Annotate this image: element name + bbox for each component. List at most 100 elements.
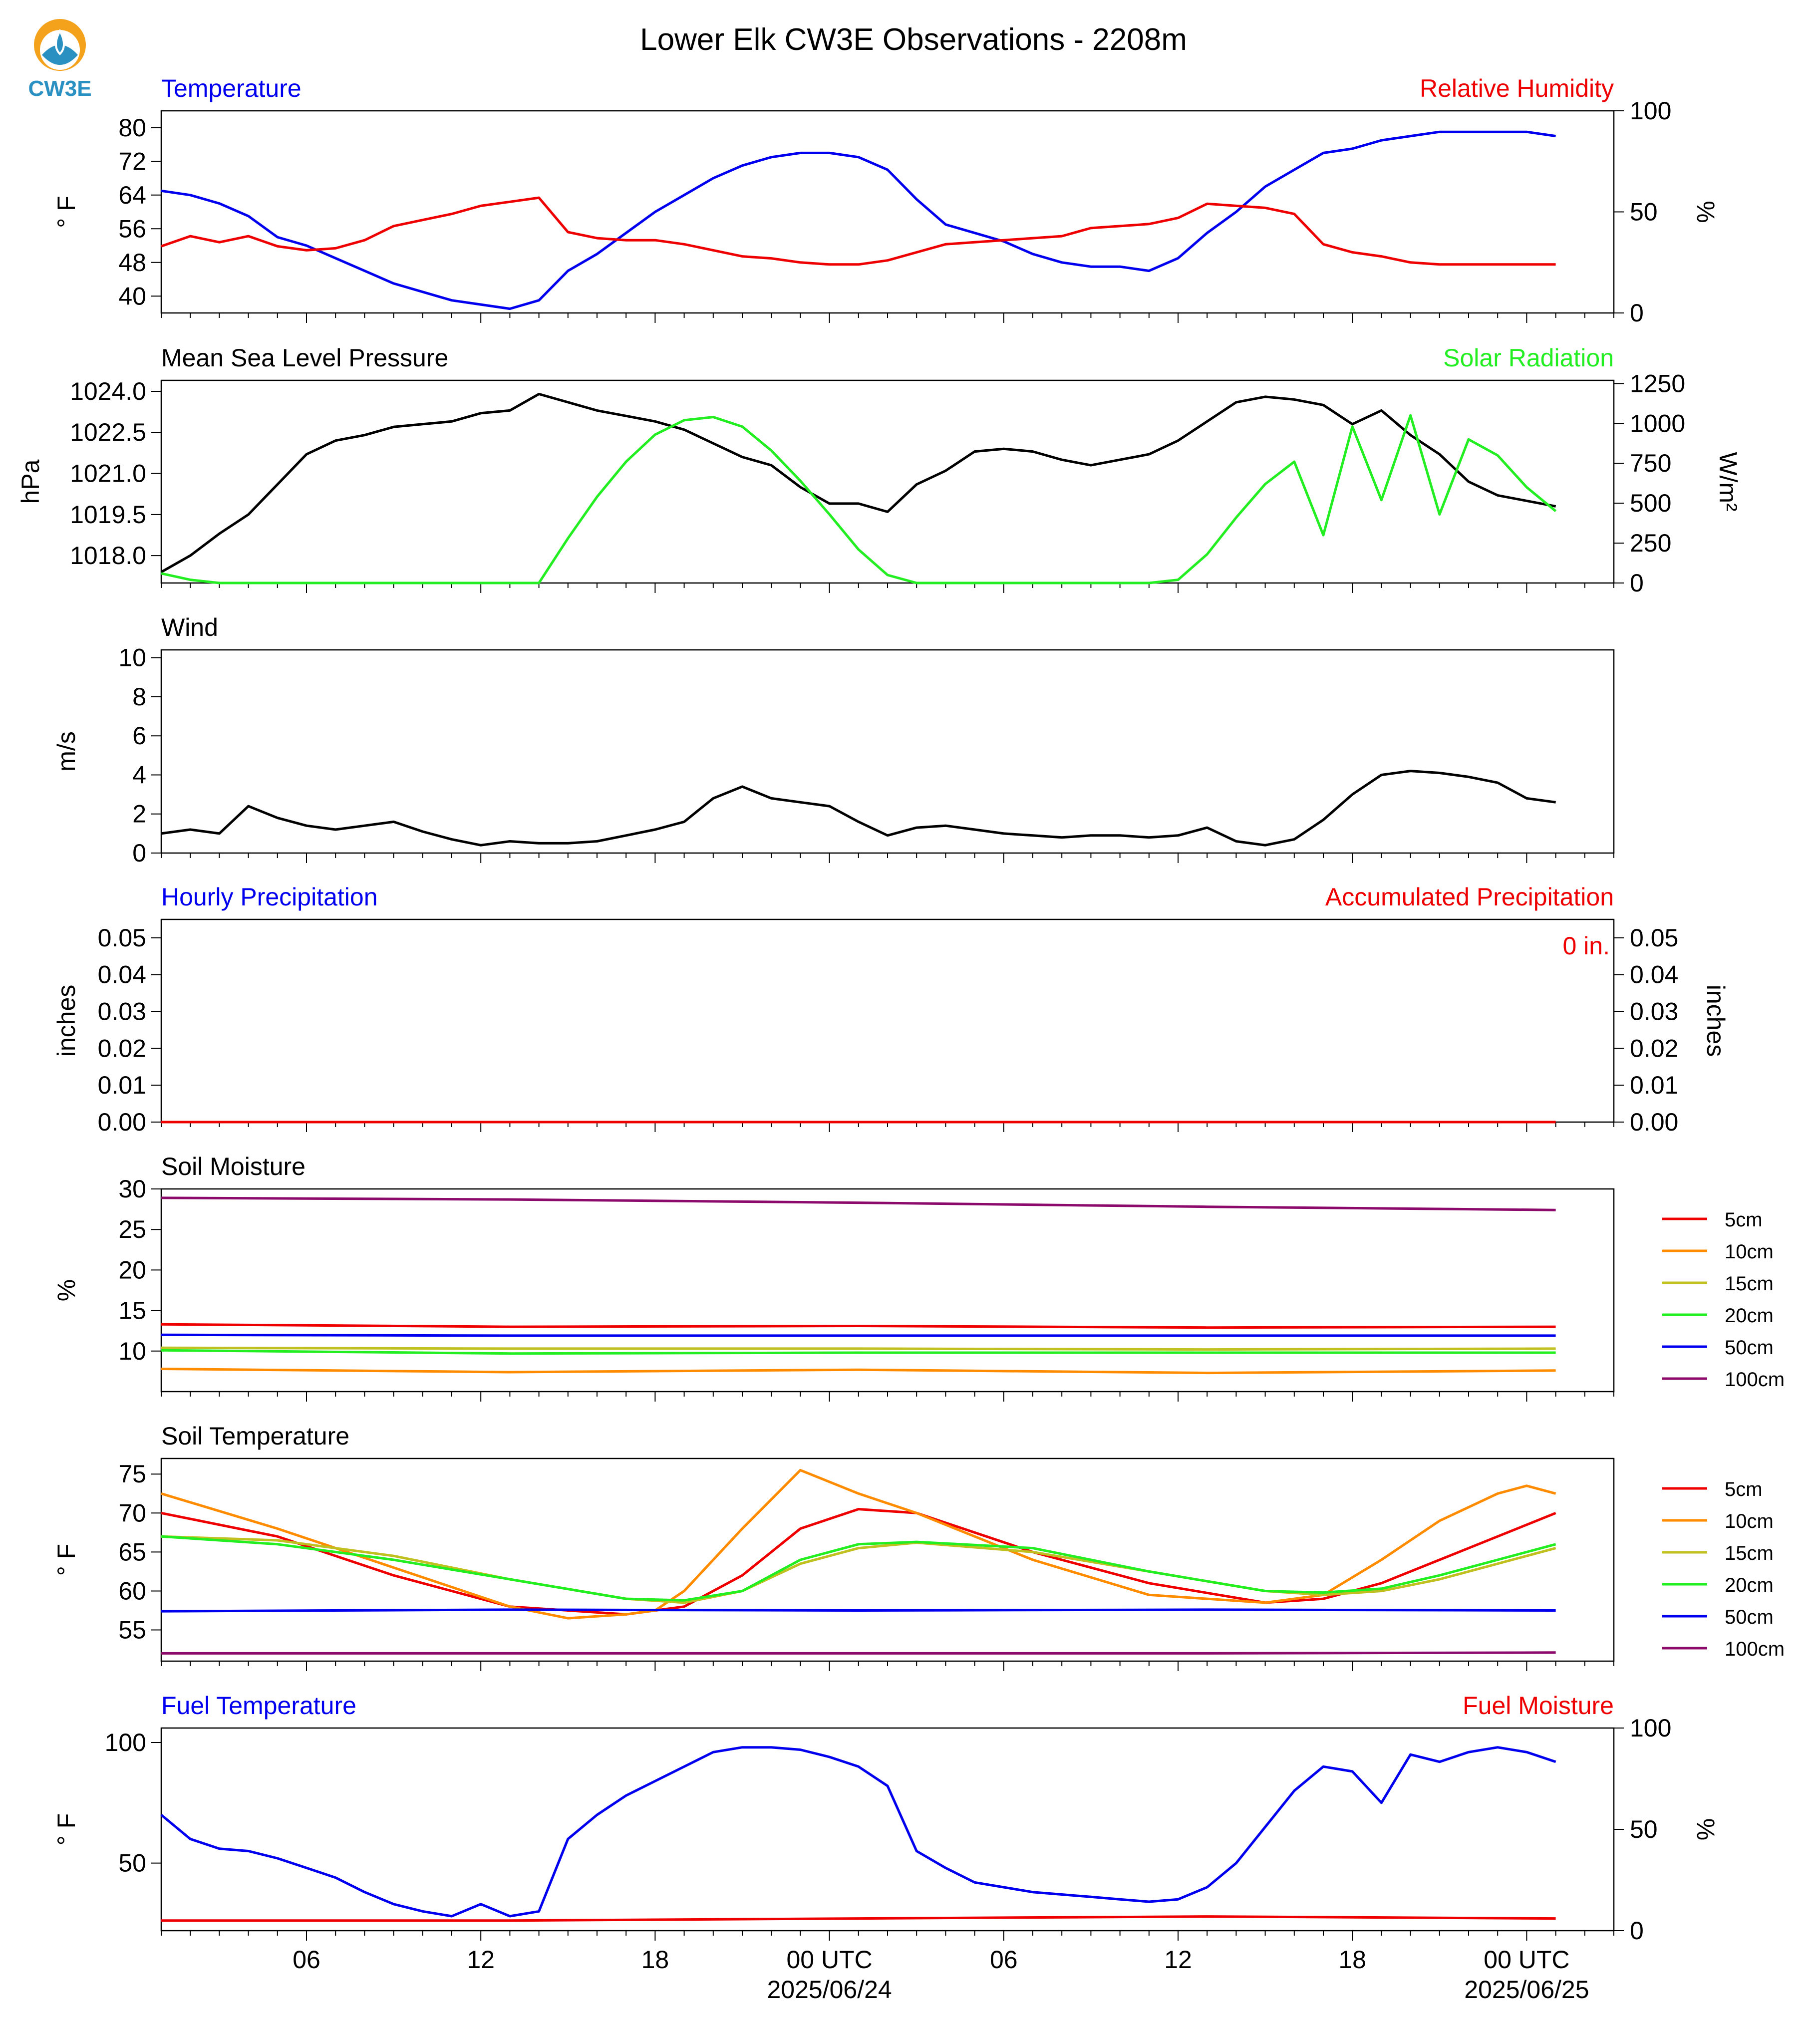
y-tick-label: 4 xyxy=(132,761,146,789)
x-tick-label: 18 xyxy=(641,1946,669,1974)
panel-precipitation: Hourly Precipitation Accumulated Precipit… xyxy=(52,883,1730,1136)
series-line-50cm xyxy=(161,1333,1556,1337)
panel-title-right: Solar Radiation xyxy=(1443,344,1614,372)
series-line-15cm xyxy=(161,1535,1556,1604)
y-right-tick-label: 250 xyxy=(1630,529,1671,557)
y-tick-label: 10 xyxy=(118,1337,146,1365)
legend-label: 10cm xyxy=(1725,1510,1774,1532)
y-right-axis-label: inches xyxy=(1702,985,1730,1057)
page-title: Lower Elk CW3E Observations - 2208m xyxy=(640,22,1187,57)
y-right-tick-label: 750 xyxy=(1630,449,1671,477)
y-tick-label: 15 xyxy=(118,1297,146,1325)
panel-title-right: Relative Humidity xyxy=(1420,74,1614,102)
series-line-15cm xyxy=(161,1346,1556,1351)
y-tick-label: 0.02 xyxy=(98,1034,146,1062)
panel-title-left: Temperature xyxy=(161,74,302,102)
plot-frame xyxy=(160,379,1615,584)
y-tick-label: 0 xyxy=(132,839,146,867)
series-line-red xyxy=(161,196,1556,266)
y-tick-label: 2 xyxy=(132,800,146,828)
plot-frame xyxy=(160,1727,1615,1932)
y-tick-label: 8 xyxy=(132,683,146,711)
series-line-green xyxy=(161,414,1557,584)
cw3e-logo: CW3E xyxy=(28,19,92,101)
series-line-blue xyxy=(160,1746,1556,1918)
legend-label: 15cm xyxy=(1725,1273,1774,1295)
series-line-5cm xyxy=(161,1508,1556,1616)
panel-soil_moisture: Soil Moisture 10 15 20 25 30% 5cm 10cm 15cm 20cm 5… xyxy=(52,1153,1785,1402)
plot-frame xyxy=(160,1457,1615,1662)
y-tick-label: 25 xyxy=(118,1215,146,1243)
legend-label: 100cm xyxy=(1725,1638,1785,1660)
panel-fuel: Fuel Temperature Fuel Moisture 06 12 18 00 UT… xyxy=(52,1692,1720,2004)
y-right-tick-label: 1000 xyxy=(1630,409,1685,437)
panel-title-right: Accumulated Precipitation xyxy=(1325,883,1614,911)
y-axis-label: m/s xyxy=(52,731,80,772)
y-axis-label: inches xyxy=(52,985,80,1057)
series-line-100cm xyxy=(161,1196,1556,1211)
y-tick-label: 1022.5 xyxy=(70,418,146,446)
series-line-10cm xyxy=(161,1468,1556,1620)
legend-label: 50cm xyxy=(1725,1337,1774,1359)
legend-label: 50cm xyxy=(1725,1606,1774,1628)
panel-title-left: Mean Sea Level Pressure xyxy=(161,344,448,372)
logo-drop-icon xyxy=(55,28,65,55)
x-tick-label: 00 UTC xyxy=(786,1946,872,1974)
y-axis-label: hPa xyxy=(16,459,44,504)
series-line-black xyxy=(160,392,1556,574)
series-line-100cm xyxy=(161,1651,1556,1655)
y-axis-label: ° F xyxy=(52,196,80,228)
y-right-tick-label: 50 xyxy=(1630,1815,1658,1843)
y-right-axis-label: W/m² xyxy=(1714,452,1742,511)
y-right-axis-label: % xyxy=(1692,1818,1720,1840)
x-tick-label: 06 xyxy=(990,1946,1018,1974)
legend-label: 100cm xyxy=(1725,1369,1785,1391)
x-tick-label: 18 xyxy=(1338,1946,1366,1974)
y-tick-label: 1019.5 xyxy=(70,501,146,529)
series-line-20cm xyxy=(161,1349,1556,1355)
y-tick-label: 50 xyxy=(118,1849,146,1877)
series-line-black xyxy=(161,770,1556,847)
y-tick-label: 0.04 xyxy=(98,961,146,989)
panel-title-right: Fuel Moisture xyxy=(1463,1692,1614,1720)
series-line-5cm xyxy=(161,1323,1556,1329)
accumulated-total-label: 0 in. xyxy=(1562,932,1610,960)
plot-frame xyxy=(160,918,1615,1123)
y-right-tick-label: 100 xyxy=(1630,97,1671,125)
y-right-tick-label: 50 xyxy=(1630,198,1658,226)
y-tick-label: 0.05 xyxy=(98,924,146,952)
y-tick-label: 65 xyxy=(118,1538,146,1566)
chart-panels: Temperature Relative Humidity404856647280… xyxy=(16,74,1785,2004)
y-tick-label: 1021.0 xyxy=(70,460,146,488)
panel-wind: Wind 0 2 4 6 8 10 m/s xyxy=(52,613,1615,867)
y-right-tick-label: 0 xyxy=(1630,569,1644,597)
legend-label: 5cm xyxy=(1725,1478,1763,1500)
y-right-tick-label: 0 xyxy=(1630,299,1644,327)
y-tick-label: 80 xyxy=(118,114,146,142)
x-tick-label: 12 xyxy=(1164,1946,1192,1974)
y-right-tick-label: 0.05 xyxy=(1630,924,1678,952)
panel-title-left: Fuel Temperature xyxy=(161,1692,356,1720)
plot-frame xyxy=(160,110,1615,314)
y-right-tick-label: 500 xyxy=(1630,489,1671,517)
x-date-label: 2025/06/24 xyxy=(767,1976,892,2004)
panel-title-left: Soil Moisture xyxy=(161,1153,305,1180)
y-tick-label: 0.03 xyxy=(98,998,146,1026)
panel-soil_temperature: Soil Temperature 55 60 65 70 75 ° F 5cm 10cm 15cm… xyxy=(52,1422,1785,1671)
series-line-50cm xyxy=(161,1608,1556,1613)
y-tick-label: 0.01 xyxy=(98,1071,146,1099)
y-tick-label: 70 xyxy=(118,1499,146,1527)
panel-pressure: Mean Sea Level Pressure Solar Radiation 10… xyxy=(16,344,1742,597)
legend-label: 20cm xyxy=(1725,1574,1774,1596)
y-tick-label: 48 xyxy=(118,249,146,277)
panel-title-left: Hourly Precipitation xyxy=(161,883,378,911)
legend-label: 5cm xyxy=(1725,1209,1763,1231)
y-right-tick-label: 0.02 xyxy=(1630,1034,1678,1062)
y-right-axis-label: % xyxy=(1692,201,1720,223)
x-date-label: 2025/06/25 xyxy=(1464,1976,1589,2004)
y-tick-label: 55 xyxy=(118,1616,146,1644)
y-tick-label: 6 xyxy=(132,722,146,750)
y-axis-label: % xyxy=(52,1279,80,1301)
plot-frame xyxy=(160,1188,1615,1393)
